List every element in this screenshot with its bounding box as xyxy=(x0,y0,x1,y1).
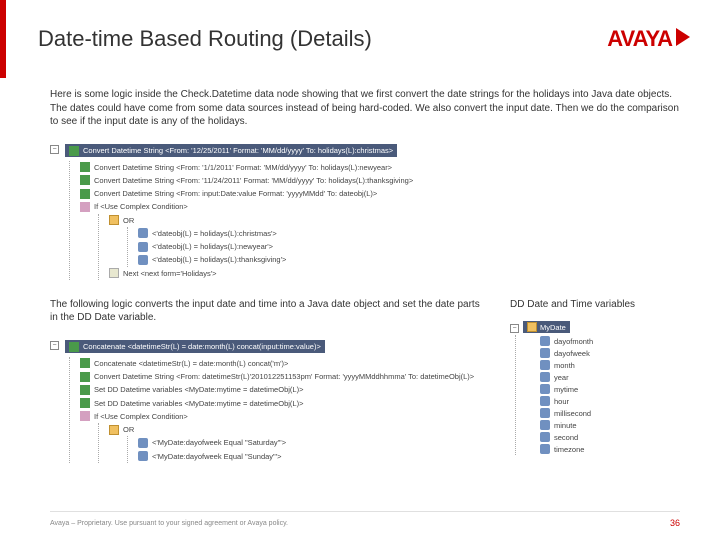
cond-icon xyxy=(138,255,148,265)
convert-icon xyxy=(69,146,79,156)
code-line: Convert Datetime String <From: '12/25/20… xyxy=(65,144,397,157)
var-icon xyxy=(540,360,550,370)
next-icon xyxy=(109,268,119,278)
var-icon xyxy=(540,384,550,394)
var-item: hour xyxy=(540,395,680,407)
cond-icon xyxy=(138,228,148,238)
var-item: second xyxy=(540,431,680,443)
cond-icon xyxy=(138,451,148,461)
slide-footer: Avaya – Proprietary. Use pursuant to you… xyxy=(50,511,680,528)
set-icon xyxy=(80,398,90,408)
expander-icon: − xyxy=(510,324,519,333)
var-icon xyxy=(540,408,550,418)
vars-title: DD Date and Time variables xyxy=(510,298,680,312)
expander-icon: − xyxy=(50,145,59,154)
slide-content: Here is some logic inside the Check.Date… xyxy=(0,78,720,481)
var-item: millisecond xyxy=(540,407,680,419)
var-item: minute xyxy=(540,419,680,431)
if-icon xyxy=(80,411,90,421)
page-number: 36 xyxy=(670,518,680,528)
var-icon xyxy=(540,348,550,358)
var-icon xyxy=(540,420,550,430)
code-line: If <Use Complex Condition> xyxy=(80,410,480,423)
var-icon xyxy=(540,336,550,346)
code-line: OR xyxy=(109,423,480,436)
logo: AVAYA xyxy=(607,26,690,52)
code-line: <'MyDate:dayofweek Equal "Sunday"'> xyxy=(138,450,480,463)
code-line: Convert Datetime String <From: datetimeS… xyxy=(80,370,480,383)
var-icon xyxy=(540,396,550,406)
code-line: Set DD Datetime variables <MyDate:mytime… xyxy=(80,397,480,410)
slide-header: Date-time Based Routing (Details) AVAYA xyxy=(0,0,720,78)
var-item: year xyxy=(540,371,680,383)
or-icon xyxy=(109,425,119,435)
var-icon xyxy=(540,444,550,454)
concat-icon xyxy=(80,358,90,368)
convert-icon xyxy=(80,189,90,199)
code-line: Convert Datetime String <From: '11/24/20… xyxy=(80,174,680,187)
var-item: dayofweek xyxy=(540,347,680,359)
folder-icon xyxy=(527,322,537,332)
code-line: Set DD Datetime variables <MyDate:mytime… xyxy=(80,383,480,396)
code-line: Next <next form='Holidays'> xyxy=(109,267,680,280)
or-icon xyxy=(109,215,119,225)
cond-icon xyxy=(138,242,148,252)
intro-paragraph: Here is some logic inside the Check.Date… xyxy=(50,88,680,129)
code-block-1: − Convert Datetime String <From: '12/25/… xyxy=(50,139,680,284)
variables-tree: − MyDate dayofmonth dayofweek month year… xyxy=(510,321,680,455)
var-item: mytime xyxy=(540,383,680,395)
code-block-2: − Concatenate <datetimeStr(L) = date:mon… xyxy=(50,335,480,467)
var-item: dayofmonth xyxy=(540,335,680,347)
cond-icon xyxy=(138,438,148,448)
convert-icon xyxy=(80,372,90,382)
var-root: MyDate xyxy=(523,321,570,333)
var-item: timezone xyxy=(540,443,680,455)
code-line: OR xyxy=(109,214,680,227)
code-line: Concatenate <datetimeStr(L) = date:month… xyxy=(65,340,325,353)
if-icon xyxy=(80,202,90,212)
code-line: <'dateobj(L) = holidays(L):christmas'> xyxy=(138,227,680,240)
logo-text: AVAYA xyxy=(607,26,672,52)
second-paragraph: The following logic converts the input d… xyxy=(50,298,480,325)
code-line: Convert Datetime String <From: input:Dat… xyxy=(80,187,680,200)
code-line: <'dateobj(L) = holidays(L):newyear'> xyxy=(138,240,680,253)
convert-icon xyxy=(80,175,90,185)
concat-icon xyxy=(69,342,79,352)
var-item: month xyxy=(540,359,680,371)
slide-title: Date-time Based Routing (Details) xyxy=(38,26,372,52)
set-icon xyxy=(80,385,90,395)
convert-icon xyxy=(80,162,90,172)
code-line: Convert Datetime String <From: '1/1/2011… xyxy=(80,161,680,174)
logo-triangle-icon xyxy=(676,28,690,51)
var-icon xyxy=(540,432,550,442)
code-line: <'MyDate:dayofweek Equal "Saturday"'> xyxy=(138,436,480,449)
var-icon xyxy=(540,372,550,382)
code-line: If <Use Complex Condition> xyxy=(80,200,680,213)
accent-bar xyxy=(0,0,6,78)
footer-text: Avaya – Proprietary. Use pursuant to you… xyxy=(50,520,288,527)
code-line: Concatenate <datetimeStr(L) = date:month… xyxy=(80,357,480,370)
expander-icon: − xyxy=(50,341,59,350)
code-line: <'dateobj(L) = holidays(L):thanksgiving'… xyxy=(138,253,680,266)
